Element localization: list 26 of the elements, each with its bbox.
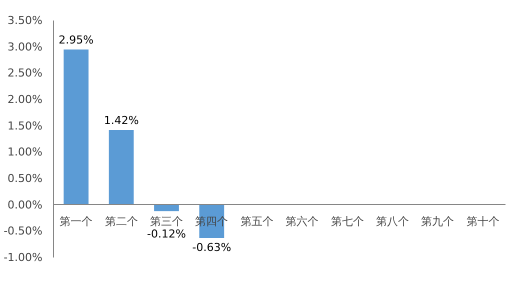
x-tick-label: 第九个	[421, 214, 454, 228]
x-tick-label: 第七个	[330, 214, 364, 228]
data-label: 1.42%	[104, 114, 139, 128]
y-tick-label: 1.50%	[8, 119, 43, 132]
y-tick-label: 1.00%	[8, 146, 43, 159]
data-label: -0.63%	[192, 241, 232, 254]
y-tick-label: 3.50%	[8, 14, 43, 27]
x-tick-label: 第六个	[286, 214, 319, 228]
x-tick-label: 第一个	[60, 216, 93, 228]
x-tick-label: 第三个	[150, 216, 183, 228]
x-tick-label: 第二个	[104, 216, 138, 228]
y-tick-label: 3.00%	[8, 40, 43, 54]
y-tick-label: 0.00%	[8, 198, 43, 212]
y-tick-label: -0.50%	[4, 224, 43, 238]
x-tick-label: 第八个	[376, 216, 409, 228]
bar	[154, 204, 179, 212]
y-tick-label: 2.50%	[8, 66, 43, 80]
data-label: -0.12%	[147, 228, 186, 240]
bar	[64, 49, 89, 205]
y-tick-label: 2.00%	[8, 93, 43, 106]
y-tick-label: 0.50%	[8, 172, 43, 185]
data-label: 2.95%	[58, 33, 94, 46]
x-tick-label: 第五个	[240, 216, 274, 228]
y-tick-label: -1.00%	[4, 251, 43, 264]
x-tick-label: 第十个	[466, 214, 500, 228]
bar	[108, 130, 134, 205]
